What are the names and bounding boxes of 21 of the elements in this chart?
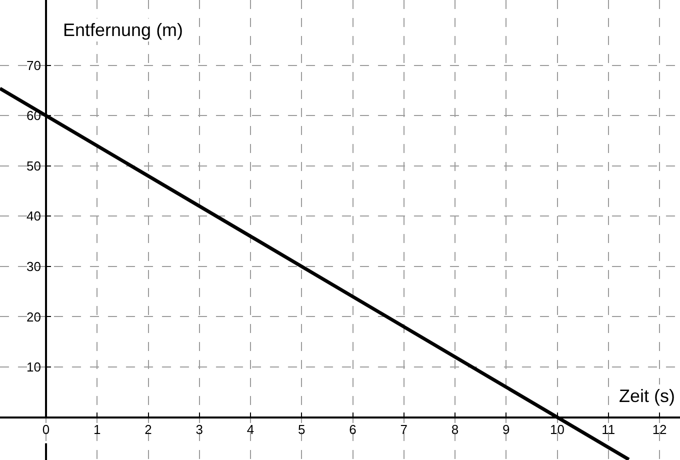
y-axis-title: Entfernung (m) (63, 20, 184, 40)
x-tick-label: 11 (602, 422, 616, 437)
y-tick-label: 10 (26, 360, 42, 375)
y-tick-label: 30 (26, 259, 42, 274)
x-axis-title: Zeit (s) (619, 386, 675, 406)
x-tick-label: 1 (94, 422, 101, 437)
x-tick-label: 5 (298, 422, 306, 437)
x-tick-label: 7 (400, 422, 408, 437)
x-tick-label: 3 (196, 422, 204, 437)
y-tick-label: 20 (26, 309, 42, 324)
x-tick-label: 4 (246, 422, 254, 437)
x-tick-label: 8 (451, 422, 459, 437)
y-tick-label: 50 (26, 158, 42, 174)
x-tick-label: 0 (42, 422, 50, 437)
x-tick-label: 12 (652, 422, 667, 437)
y-tick-label: 70 (26, 58, 42, 73)
x-tick-label: 10 (550, 422, 565, 437)
y-tick-label: 40 (26, 208, 42, 224)
x-tick-label: 9 (502, 422, 510, 437)
x-tick-label: 2 (144, 422, 152, 437)
x-tick-label: 6 (349, 422, 356, 437)
